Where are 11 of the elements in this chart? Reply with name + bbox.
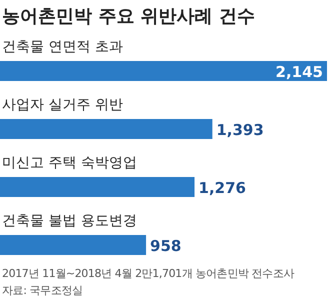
category-label: 건축물 연면적 초과: [2, 39, 123, 55]
value-label: 1,276: [198, 179, 246, 197]
value-label: 1,393: [216, 121, 264, 139]
value-label: 958: [150, 237, 182, 255]
annotation: 자료: 국무조정실: [2, 284, 83, 297]
annotation: 2017년 11월~2018년 4월 2만1,701개 농어촌민박 전수조사: [2, 267, 294, 280]
category-label: 미신고 주택 숙박영업: [2, 155, 137, 171]
value-label: 2,145: [276, 63, 323, 81]
category-label: 건축물 불법 용도변경: [2, 213, 137, 229]
category-label: 사업자 실거주 위반: [2, 97, 123, 113]
title: 농어촌민박 주요 위반사례 건수: [2, 6, 255, 27]
